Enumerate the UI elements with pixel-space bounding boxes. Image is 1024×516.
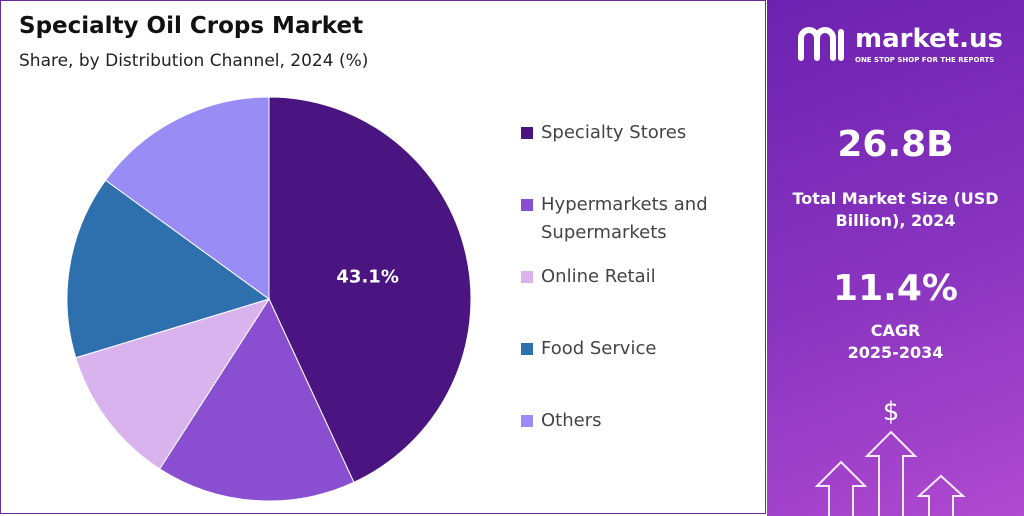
legend-item: Hypermarkets and Supermarkets — [521, 191, 741, 247]
legend-item: Others — [521, 407, 602, 435]
pie-slice — [268, 96, 472, 483]
cagr-label: CAGR — [870, 321, 921, 340]
market-size: 26.8B — [837, 124, 954, 165]
svg-text:$: $ — [883, 397, 900, 427]
legend-swatch — [521, 271, 533, 283]
arrows-decoration: $ — [814, 397, 966, 516]
tagline: ONE STOP SHOP FOR THE REPORTS — [855, 56, 995, 64]
pie-slice — [75, 298, 271, 470]
pie-slice — [104, 96, 270, 300]
legend-label: Specialty Stores — [541, 122, 687, 143]
legend-label: Others — [541, 410, 602, 431]
legend-swatch — [521, 199, 533, 211]
chart-subtitle: Share, by Distribution Channel, 2024 (%) — [19, 51, 369, 71]
legend-label: Food Service — [541, 338, 657, 359]
logo-text: market.us — [855, 24, 1003, 54]
legend-item: Food Service — [521, 335, 656, 363]
cagr-period: 2025-2034 — [847, 343, 944, 362]
legend-item: Online Retail — [521, 263, 656, 291]
legend-swatch — [521, 415, 533, 427]
legend-label: Hypermarkets and Supermarkets — [541, 194, 708, 243]
value-label: 43.1% — [336, 266, 398, 287]
logo-icon — [798, 27, 844, 61]
pie-chart: 43.1% — [66, 96, 472, 502]
pie-slice — [159, 297, 355, 502]
legend-label: Online Retail — [541, 266, 656, 287]
cagr-value: 11.4% — [833, 268, 958, 309]
market-size-label: Total Market Size (USD Billion), 2024 — [792, 189, 999, 230]
chart-panel: Specialty Oil Crops Market Share, by Dis… — [0, 0, 766, 514]
chart-title: Specialty Oil Crops Market — [19, 13, 364, 39]
pie-slice — [66, 179, 271, 359]
sidebar: market.us ONE STOP SHOP FOR THE REPORTS … — [767, 0, 1024, 516]
legend-item: Specialty Stores — [521, 119, 686, 147]
legend-swatch — [521, 343, 533, 355]
legend-swatch — [521, 127, 533, 139]
